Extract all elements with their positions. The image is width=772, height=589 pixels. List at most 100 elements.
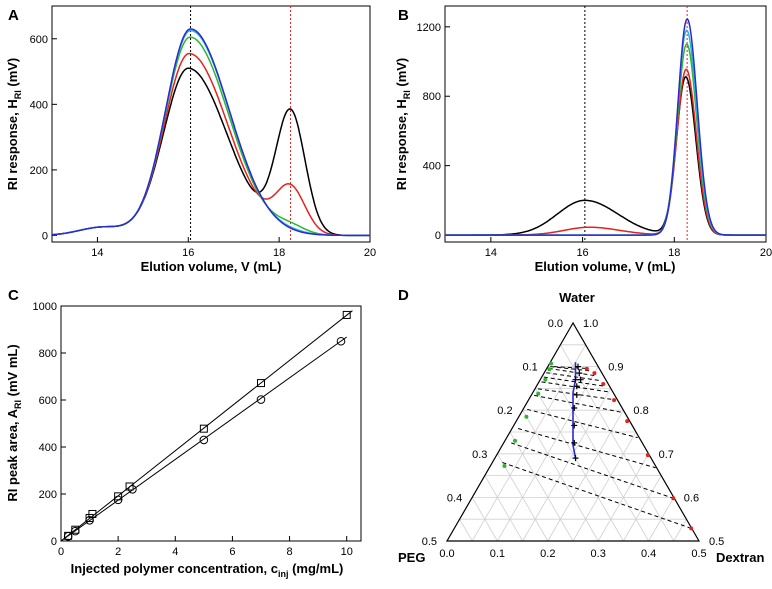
grid-line-peg <box>560 344 675 542</box>
binodal-point-peg-rich <box>524 414 529 419</box>
y-tick-label-a: 200 <box>30 165 48 177</box>
fit-line-squares <box>60 310 353 542</box>
grid-line-dextran <box>522 388 612 542</box>
feed-point <box>577 376 584 383</box>
y-tick-label-a: 600 <box>30 34 48 46</box>
x-tick-label-b: 20 <box>760 247 772 259</box>
y-axis-title-a: RI response, HRI (mV) <box>5 58 23 191</box>
x-tick-label-b: 14 <box>485 247 497 259</box>
tie-line <box>534 394 623 413</box>
feed-point <box>573 391 580 398</box>
y-tick-label-b: 1200 <box>417 22 441 34</box>
peg-tick-label: 0.1 <box>523 362 538 374</box>
feed-point <box>571 405 578 412</box>
x-tick-label-b: 16 <box>576 247 588 259</box>
water-tick-label: 0.8 <box>633 405 648 417</box>
series-cyan-b <box>445 29 766 236</box>
dextran-tick-label: 0.4 <box>641 548 656 560</box>
grid-line-peg <box>471 497 498 542</box>
binodal-point-peg-rich <box>547 367 552 372</box>
y-tick-label-c: 200 <box>39 489 57 501</box>
y-axis-title-a-main: RI response, H <box>5 99 20 190</box>
y-axis-title-c: RI peak area, ARI (mV mL) <box>5 344 23 501</box>
panel-letter-d: D <box>398 287 409 304</box>
binodal-point-dextran-rich <box>584 366 589 371</box>
y-axis-title-b-unit: (mV) <box>394 58 409 91</box>
vertex-label-peg: PEG <box>398 550 425 565</box>
y-axis-title-b: RI response, HRI (mV) <box>394 58 412 191</box>
tie-line <box>553 366 587 369</box>
panel-letter-c: C <box>8 287 19 304</box>
feed-point <box>573 383 580 390</box>
y-axis-title-a-unit: (mV) <box>5 58 20 91</box>
x-axis-title-c-unit: (mg/mL) <box>288 561 343 576</box>
tie-line <box>546 372 601 382</box>
series-blue-b <box>445 18 766 236</box>
tie-line <box>537 388 615 401</box>
data-point-circle <box>256 395 266 404</box>
panel-b: B Elution volume, V (mL) RI response, HR… <box>394 5 772 274</box>
water-tick-label: 0.5 <box>709 536 724 548</box>
y-tick-label-c: 800 <box>39 348 57 360</box>
x-tick-label-c: 2 <box>115 546 121 558</box>
panel-letter-a: A <box>8 7 19 24</box>
dextran-tick-label: 0.1 <box>490 548 505 560</box>
water-tick-label: 0.6 <box>684 492 699 504</box>
series-red-a <box>52 52 370 237</box>
data-point-circle <box>70 526 80 536</box>
binodal-point-peg-rich <box>549 361 554 366</box>
dextran-tick-label: 0.0 <box>439 548 454 560</box>
y-axis-title-b-main: RI response, H <box>394 99 409 190</box>
data-point-circle <box>63 532 73 541</box>
feed-point <box>575 363 582 370</box>
grid-line-peg <box>459 518 473 542</box>
peg-tick-label: 0.4 <box>447 492 462 504</box>
binodal-point-peg-rich <box>513 438 518 443</box>
panel-c: C Injected polymer concentration, cinj (… <box>5 287 362 579</box>
y-tick-label-b: 800 <box>423 91 441 103</box>
ternary-frame <box>445 321 701 542</box>
tie-line <box>517 428 656 469</box>
peg-tick-label: 0.2 <box>497 405 512 417</box>
x-tick-label-c: 4 <box>172 546 178 558</box>
x-tick-label-a: 20 <box>364 247 376 259</box>
y-axis-title-c-unit: (mV mL) <box>5 344 20 400</box>
grid-line-dextran <box>572 431 637 542</box>
data-point-circle <box>336 336 346 346</box>
data-point-circle <box>85 516 94 525</box>
dextran-tick-label: 0.5 <box>691 548 706 560</box>
dextran-tick-label: 0.2 <box>540 548 555 560</box>
x-tick-label-c: 10 <box>341 546 353 558</box>
data-point-square <box>342 310 351 319</box>
binodal-point-dextran-rich <box>625 419 630 424</box>
peg-tick-label: 0.5 <box>422 536 437 548</box>
x-tick-label-c: 0 <box>58 546 64 558</box>
panel-a: A Elution volume, V (mL) RI response, HR… <box>5 5 376 274</box>
feed-point <box>576 370 583 377</box>
tie-line <box>502 462 692 529</box>
y-tick-label-c: 600 <box>39 395 57 407</box>
tie-line <box>543 376 605 387</box>
binodal-point-dextran-rich <box>689 526 694 531</box>
series-green-a <box>52 36 370 237</box>
grid-line-peg <box>497 453 549 542</box>
y-axis-title-c-sub: RI <box>13 400 23 409</box>
data-point-square <box>125 482 134 491</box>
binodal-point-peg-rich <box>543 377 548 382</box>
data-point-circle <box>199 435 209 445</box>
binodal-point-dextran-rich <box>645 453 650 458</box>
series-blue-a <box>52 28 370 237</box>
binodal-point-dextran-rich <box>671 496 676 501</box>
data-point-square <box>199 424 208 433</box>
peg-tick-label: 0.0 <box>548 318 563 330</box>
x-axis-title-c-sub: inj <box>278 569 289 579</box>
grid-line-dextran <box>648 497 675 542</box>
y-axis-title-c-main: RI peak area, A <box>5 408 20 501</box>
y-tick-label-b: 400 <box>423 161 441 173</box>
grid-line-dextran <box>623 475 662 542</box>
x-tick-label-a: 16 <box>182 247 194 259</box>
fit-line-circles <box>60 336 348 542</box>
x-tick-label-a: 14 <box>91 247 103 259</box>
y-tick-label-b: 0 <box>435 230 441 242</box>
